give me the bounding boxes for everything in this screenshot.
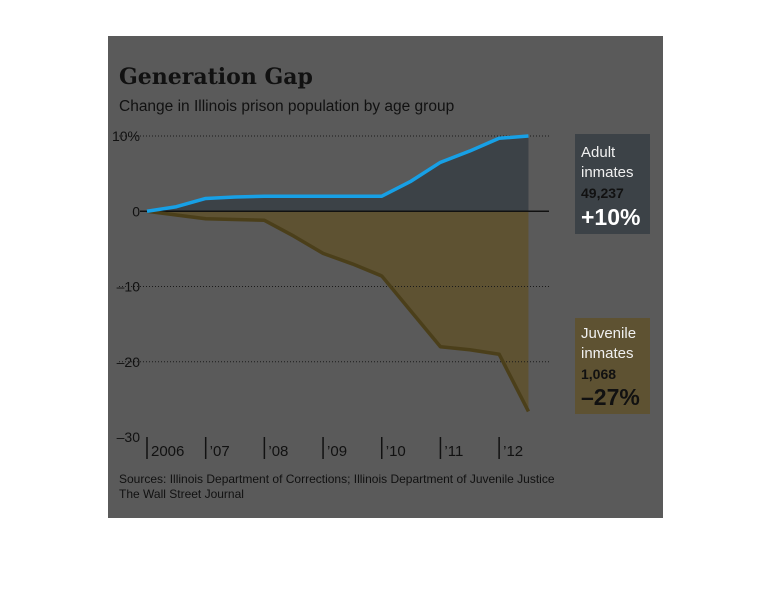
adult-annotation: Adult inmates 49,237 +10% (575, 134, 650, 234)
adult-annotation-count: 49,237 (581, 185, 624, 201)
x-tick-label: ’11 (444, 443, 463, 460)
adult-annotation-label2: inmates (581, 164, 634, 181)
chart-title: Generation Gap (119, 64, 313, 90)
y-tick-label: 10% (112, 128, 140, 144)
chart-subtitle: Change in Illinois prison population by … (119, 98, 454, 115)
area-fills (147, 136, 529, 412)
y-axis: 10% 0 –10 –20 –30 (112, 128, 140, 445)
juvenile-annotation-box (575, 318, 650, 414)
x-tick-label: ’08 (268, 443, 288, 460)
y-tick-label: –20 (117, 354, 141, 370)
gridlines (119, 135, 549, 363)
juvenile-line (146, 209, 531, 413)
x-axis: 2006 ’07 ’08 ’09 ’10 ’11 ’12 (146, 437, 523, 460)
juvenile-annotation-label2: inmates (581, 345, 634, 362)
y-tick-label: 0 (132, 203, 140, 219)
series-lines (146, 134, 531, 413)
x-tick-label: ’12 (503, 443, 523, 460)
y-tick-label: –30 (117, 429, 141, 445)
x-tick-label: ’09 (327, 443, 347, 460)
juvenile-annotation: Juvenile inmates 1,068 –27% (575, 318, 650, 414)
juvenile-annotation-label1: Juvenile (581, 325, 636, 342)
adult-annotation-label1: Adult (581, 144, 616, 161)
y-tick-label: –10 (117, 279, 141, 295)
x-tick-label: 2006 (151, 443, 184, 460)
juvenile-annotation-change: –27% (581, 384, 640, 410)
adult-annotation-change: +10% (581, 204, 640, 230)
publisher-credit: The Wall Street Journal (119, 487, 244, 501)
adult-annotation-box (575, 134, 650, 234)
juvenile-area (147, 211, 529, 412)
adult-line (146, 134, 529, 213)
adult-area (147, 136, 529, 212)
source-note: Sources: Illinois Department of Correcti… (119, 472, 555, 486)
x-tick-label: ’10 (386, 443, 406, 460)
x-tick-label: ’07 (210, 443, 230, 460)
juvenile-annotation-count: 1,068 (581, 366, 616, 382)
